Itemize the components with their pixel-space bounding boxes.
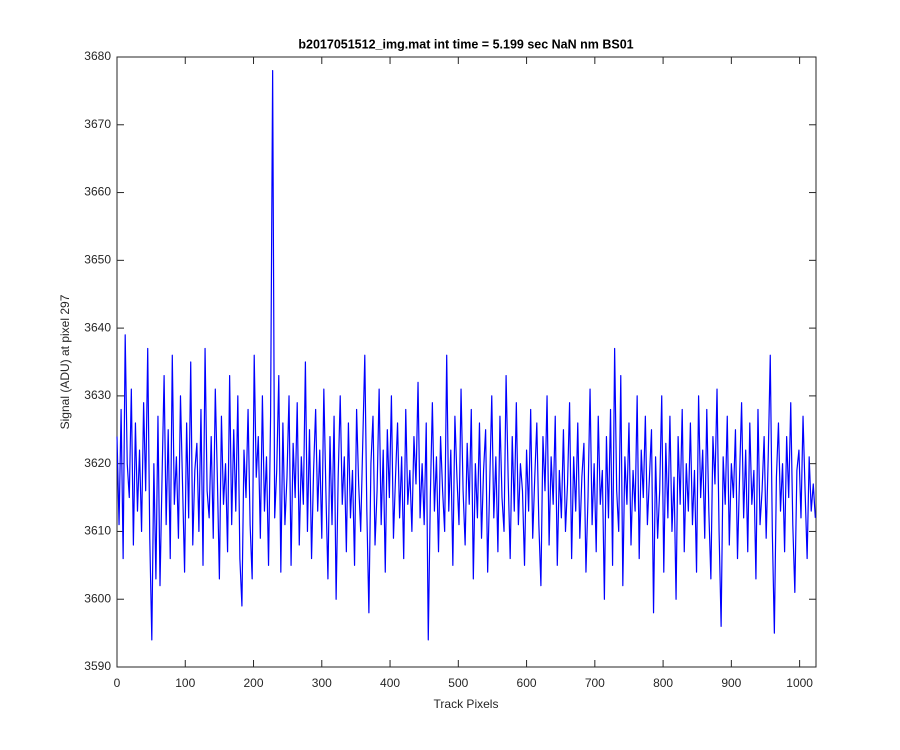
x-tick-label: 200 bbox=[244, 676, 264, 690]
y-tick-label: 3640 bbox=[84, 320, 111, 334]
data-line bbox=[116, 69, 816, 641]
y-tick-label: 3610 bbox=[84, 524, 111, 538]
x-tick-label: 600 bbox=[517, 676, 537, 690]
x-tick-label: 300 bbox=[312, 676, 332, 690]
y-tick-label: 3680 bbox=[84, 49, 111, 63]
y-tick-label: 3650 bbox=[84, 253, 111, 267]
y-tick-label: 3630 bbox=[84, 388, 111, 402]
x-tick-label: 900 bbox=[721, 676, 741, 690]
x-tick-label: 0 bbox=[114, 676, 121, 690]
y-tick-label: 3670 bbox=[84, 117, 111, 131]
x-tick-label: 400 bbox=[380, 676, 400, 690]
x-tick-label: 500 bbox=[448, 676, 468, 690]
x-axis-label: Track Pixels bbox=[434, 697, 499, 711]
chart-title: b2017051512_img.mat int time = 5.199 sec… bbox=[298, 37, 633, 51]
x-tick-label: 700 bbox=[585, 676, 605, 690]
y-tick-label: 3660 bbox=[84, 185, 111, 199]
y-tick-label: 3620 bbox=[84, 456, 111, 470]
x-tick-label: 1000 bbox=[786, 676, 813, 690]
y-tick-label: 3590 bbox=[84, 659, 111, 673]
plot-frame bbox=[116, 56, 817, 668]
y-tick-label: 3600 bbox=[84, 591, 111, 605]
x-tick-label: 100 bbox=[175, 676, 195, 690]
x-tick-label: 800 bbox=[653, 676, 673, 690]
y-axis-label: Signal (ADU) at pixel 297 bbox=[58, 294, 72, 429]
